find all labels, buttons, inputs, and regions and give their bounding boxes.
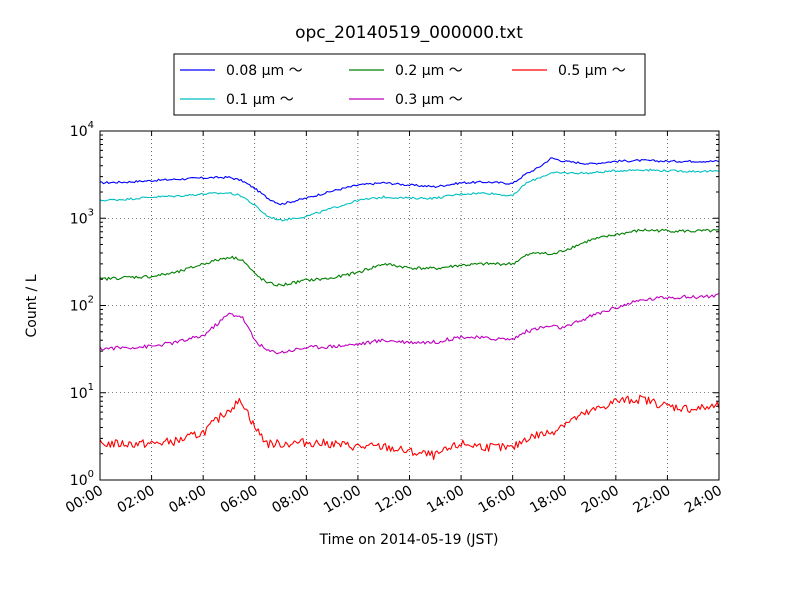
x-tick-label: 22:00 — [630, 483, 673, 517]
legend-label-3: 0.2 μm ～ — [395, 63, 463, 79]
y-tick-label: 100 — [70, 469, 94, 489]
y-tick-label: 104 — [70, 120, 94, 140]
chart-title: opc_20140519_000000.txt — [295, 23, 523, 43]
legend-box — [173, 53, 646, 116]
series-line-4 — [99, 293, 720, 355]
x-tick-label: 14:00 — [424, 483, 467, 517]
series-line-2 — [99, 168, 720, 222]
x-tick-label: 08:00 — [269, 483, 312, 517]
legend: 0.08 μm ～ 0.1 μm ～ 0.2 μm ～ 0.3 μm ～ 0.5 μm … — [173, 53, 646, 116]
y-tick-labels: 100 101 102 103 104 — [70, 120, 94, 489]
series-layer — [99, 157, 720, 461]
x-axis-label: Time on 2014-05-19 (JST) — [319, 532, 499, 548]
x-tick-label: 18:00 — [527, 483, 570, 517]
x-tick-label: 16:00 — [476, 483, 519, 517]
y-tick-label: 103 — [70, 207, 94, 227]
y-axis-label: Count / L — [24, 274, 40, 337]
x-tick-label: 06:00 — [218, 483, 261, 517]
series-line-1 — [99, 157, 720, 206]
legend-label-4: 0.3 μm ～ — [395, 92, 463, 108]
x-tick-label: 12:00 — [373, 483, 416, 517]
legend-label-5: 0.5 μm ～ — [558, 63, 626, 79]
series-line-3 — [99, 228, 720, 287]
x-tick-labels: 00:00 02:00 04:00 06:00 08:00 10:00 12:00 14:00… — [63, 483, 725, 517]
x-tick-label: 24:00 — [682, 483, 725, 517]
legend-label-2: 0.1 μm ～ — [226, 92, 294, 108]
y-tick-label: 102 — [70, 295, 94, 315]
legend-label-1: 0.08 μm ～ — [226, 63, 303, 79]
x-tick-label: 20:00 — [579, 483, 622, 517]
x-tick-label: 04:00 — [166, 483, 209, 517]
axis-ticks — [99, 130, 720, 481]
x-tick-label: 10:00 — [321, 483, 364, 517]
series-line-5 — [99, 394, 720, 461]
x-tick-label: 02:00 — [115, 483, 158, 517]
y-tick-label: 101 — [70, 382, 94, 402]
